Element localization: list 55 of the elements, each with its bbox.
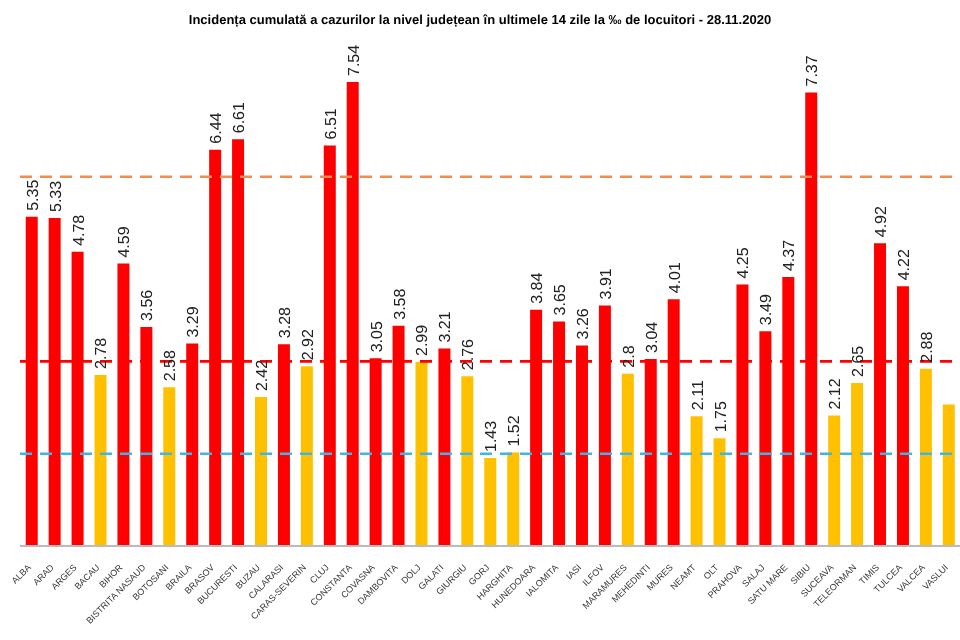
data-label: 6.44 bbox=[207, 111, 226, 144]
data-label: 5.33 bbox=[46, 179, 65, 212]
data-label: 4.92 bbox=[872, 204, 891, 238]
data-label: 6.61 bbox=[230, 100, 249, 134]
data-label: 2.58 bbox=[161, 348, 180, 382]
data-label: 4.59 bbox=[115, 225, 134, 258]
bar bbox=[942, 404, 955, 546]
data-label: 2.11 bbox=[688, 379, 707, 411]
bar bbox=[94, 374, 107, 546]
data-label: 1.43 bbox=[482, 419, 501, 452]
data-label: 3.65 bbox=[551, 283, 570, 316]
data-label: 2.12 bbox=[826, 377, 845, 410]
bar bbox=[461, 376, 474, 546]
bar bbox=[919, 368, 932, 546]
data-label: 1.52 bbox=[505, 414, 524, 447]
data-label: 6.51 bbox=[321, 107, 340, 140]
data-label: 3.05 bbox=[367, 320, 386, 353]
data-label: 2.92 bbox=[298, 328, 317, 361]
bar bbox=[415, 362, 428, 546]
data-label: 2.76 bbox=[459, 337, 478, 371]
data-label: 3.84 bbox=[528, 271, 547, 304]
data-label: 3.56 bbox=[138, 288, 157, 321]
data-label: 4.01 bbox=[665, 260, 684, 294]
data-label: 2.8 bbox=[619, 344, 638, 368]
data-label: 3.58 bbox=[390, 287, 409, 320]
data-label: 3.91 bbox=[596, 267, 615, 300]
bar bbox=[163, 387, 176, 546]
data-label: 2.88 bbox=[917, 330, 936, 363]
data-label: 2.78 bbox=[92, 336, 111, 369]
data-label: 3.26 bbox=[573, 307, 592, 340]
data-label: 1.75 bbox=[711, 400, 730, 433]
data-label: 3.21 bbox=[436, 310, 455, 343]
bar bbox=[621, 373, 634, 546]
bar bbox=[507, 452, 520, 546]
data-label: 4.25 bbox=[734, 246, 753, 279]
bar bbox=[255, 397, 267, 546]
data-label: 2.65 bbox=[849, 344, 868, 377]
bar bbox=[851, 382, 864, 546]
data-label: 5.35 bbox=[23, 178, 42, 211]
data-label: 3.29 bbox=[184, 305, 203, 338]
bar bbox=[300, 366, 313, 546]
data-label: 2.42 bbox=[253, 358, 271, 392]
data-label: 4.78 bbox=[69, 213, 88, 246]
data-label: 3.04 bbox=[642, 320, 661, 353]
bar bbox=[484, 458, 497, 546]
data-label: 7.54 bbox=[344, 43, 363, 76]
data-label: 3.28 bbox=[275, 305, 294, 339]
bar bbox=[713, 438, 726, 546]
data-label: 4.37 bbox=[780, 238, 799, 272]
data-label: 2.99 bbox=[413, 323, 432, 356]
bar bbox=[690, 416, 703, 546]
data-label: 4.22 bbox=[894, 248, 913, 281]
bar bbox=[828, 415, 841, 546]
data-label: 3.49 bbox=[757, 292, 776, 326]
data-label: 7.37 bbox=[803, 54, 822, 87]
